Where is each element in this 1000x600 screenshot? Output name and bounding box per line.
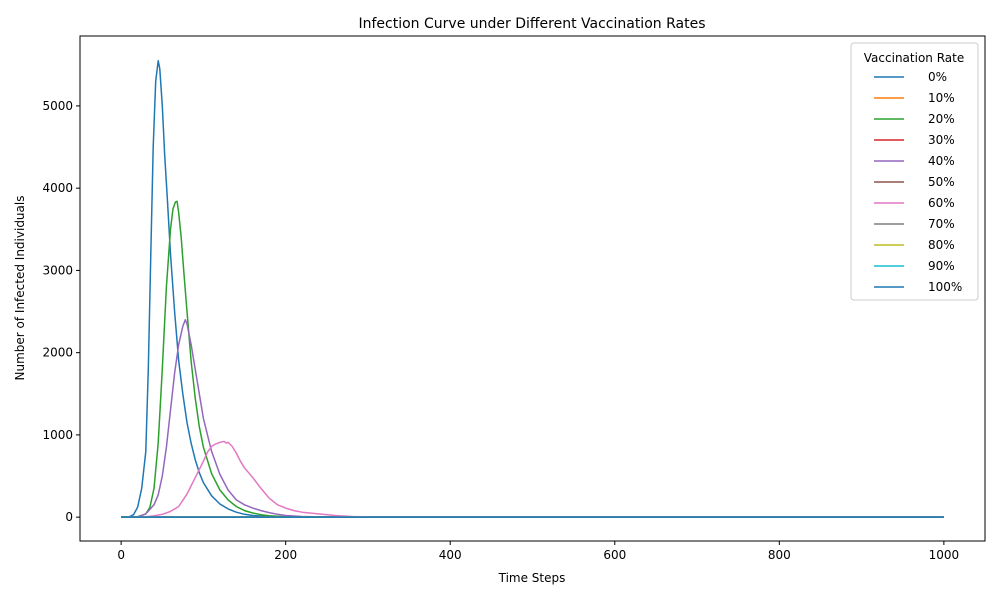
x-tick-label: 600 <box>603 548 626 562</box>
legend-label: 40% <box>928 154 955 168</box>
legend-label: 90% <box>928 259 955 273</box>
y-tick-label: 1000 <box>42 428 73 442</box>
legend-label: 60% <box>928 196 955 210</box>
legend-box <box>850 42 979 301</box>
legend-title: Vaccination Rate <box>864 51 964 65</box>
legend-label: 70% <box>928 217 955 231</box>
legend-label: 30% <box>928 133 955 147</box>
legend-label: 100% <box>928 280 962 294</box>
x-tick-label: 400 <box>439 548 462 562</box>
x-tick-label: 1000 <box>929 548 960 562</box>
series-lines <box>121 59 944 518</box>
legend-label: 80% <box>928 238 955 252</box>
x-tick-label: 200 <box>274 548 297 562</box>
y-tick-label: 4000 <box>42 181 73 195</box>
legend: Vaccination Rate 0% 10% 20% 30% 40% 50% 60% 70%… <box>850 42 979 301</box>
x-tick-label: 0 <box>117 548 125 562</box>
y-tick-label: 0 <box>65 510 73 524</box>
series-line-60pct <box>121 440 944 518</box>
x-axis-label: Time Steps <box>498 571 566 585</box>
legend-label: 10% <box>928 91 955 105</box>
y-tick-label: 5000 <box>42 99 73 113</box>
y-tick-label: 2000 <box>42 346 73 360</box>
x-tick-label: 800 <box>768 548 791 562</box>
x-axis-ticks: 0 200 400 600 800 1000 <box>117 541 959 562</box>
legend-label: 50% <box>928 175 955 189</box>
plot-area <box>79 35 986 542</box>
legend-items: 0% 10% 20% 30% 40% 50% 60% 70% 80% 90% 100% <box>874 70 962 294</box>
chart-title: Infection Curve under Different Vaccinat… <box>359 16 706 32</box>
legend-label: 20% <box>928 112 955 126</box>
y-axis-label: Number of Infected Individuals <box>13 196 27 381</box>
y-axis-ticks: 0 1000 2000 3000 4000 5000 <box>42 99 80 524</box>
y-tick-label: 3000 <box>42 263 73 277</box>
legend-label: 0% <box>928 70 947 84</box>
series-line-40pct <box>121 319 944 518</box>
